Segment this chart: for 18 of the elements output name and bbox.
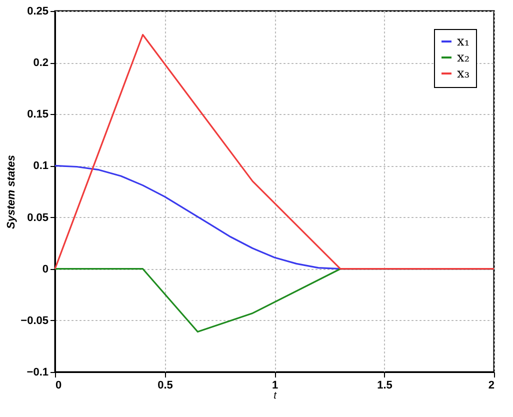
x-tick-label: 0.5 bbox=[158, 380, 173, 392]
legend-label: x₂ bbox=[457, 50, 470, 66]
y-tick-label: −0.05 bbox=[20, 314, 48, 327]
y-tick-label: 0.15 bbox=[27, 108, 48, 121]
x-tick-label: 1 bbox=[272, 380, 278, 392]
x-axis-title: t bbox=[274, 390, 278, 402]
y-tick-label: 0.25 bbox=[27, 6, 48, 18]
x-tick-label: 2 bbox=[488, 380, 494, 392]
y-tick-label: −0.1 bbox=[26, 366, 48, 378]
legend-label: x₃ bbox=[457, 66, 470, 82]
x-tick-label: 1.5 bbox=[377, 380, 392, 392]
x-tick-label: 0 bbox=[56, 380, 62, 392]
y-tick-label: 0.2 bbox=[33, 57, 48, 70]
y-tick-label: 0.05 bbox=[27, 212, 48, 224]
legend-label: x₁ bbox=[457, 34, 470, 50]
y-axis-title: System states bbox=[6, 155, 18, 229]
y-tick-label: 0.1 bbox=[33, 160, 48, 172]
y-tick-label: 0 bbox=[42, 263, 48, 276]
